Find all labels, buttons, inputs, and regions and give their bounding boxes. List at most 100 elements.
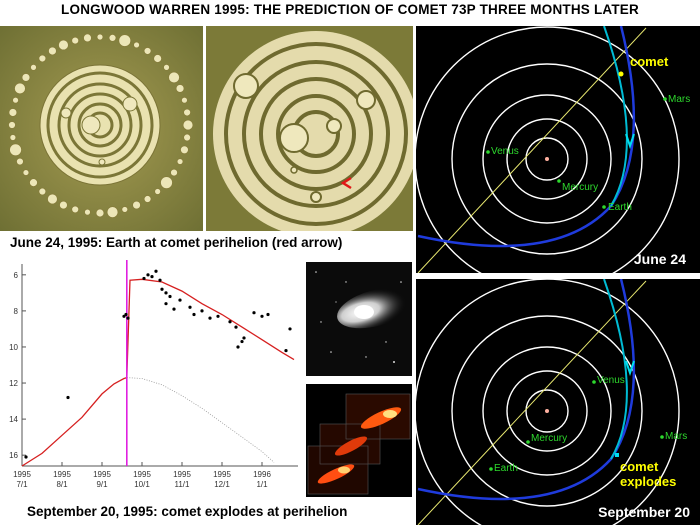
crop-ring-circle [16, 157, 24, 166]
data-point [228, 320, 232, 324]
data-point [284, 348, 288, 353]
data-point [164, 291, 168, 295]
x-tick-date: 8/1 [56, 480, 68, 489]
data-point [164, 302, 168, 306]
y-tick-label: 10 [9, 343, 18, 352]
data-point [178, 298, 182, 302]
planet-label-earth: Earth [494, 463, 518, 474]
data-point [154, 269, 158, 273]
predicted-curve [126, 377, 275, 463]
crop-ring-circle [121, 206, 129, 213]
comet-label: comet [630, 54, 669, 69]
crop-ring-circle [160, 176, 173, 190]
crop-ring-circle [118, 34, 132, 47]
crop-ring-circle [96, 33, 104, 41]
data-point [200, 309, 204, 313]
data-point [188, 305, 192, 309]
crop-ring-circle [176, 158, 184, 165]
x-tick-year: 1995 [173, 470, 191, 479]
crop-ring-circle [132, 200, 141, 210]
y-tick-label: 16 [9, 451, 18, 460]
caption-september: September 20, 1995: comet explodes at pe… [27, 504, 348, 519]
data-point [150, 275, 154, 279]
data-point [168, 294, 172, 299]
y-tick-label: 14 [9, 415, 18, 424]
x-tick-year: 1995 [13, 470, 31, 479]
crop-ring-circle [71, 205, 80, 214]
caption-june: June 24, 1995: Earth at comet perihelion… [10, 235, 343, 250]
x-tick-date: 1/1 [256, 480, 268, 489]
planet-label-mercury: Mercury [531, 433, 567, 444]
pre-outburst-curve [21, 376, 127, 467]
y-tick-label: 8 [14, 307, 19, 316]
planet-label-earth: Earth [608, 202, 632, 213]
planet-label-mercury: Mercury [562, 182, 598, 193]
crop-ring-circle [14, 82, 26, 95]
crop-ring-circle [30, 63, 37, 71]
crop-ring-circle [153, 54, 163, 63]
x-tick-year: 1995 [93, 470, 111, 479]
x-tick-year: 1996 [253, 470, 271, 479]
x-tick-year: 1995 [133, 470, 151, 479]
crop-ring-circle [8, 108, 18, 117]
data-point [24, 455, 28, 459]
panel-date-label: June 24 [634, 251, 686, 267]
data-point [160, 287, 164, 291]
red-arrow-icon [340, 176, 352, 190]
crop-ring-circle [12, 96, 19, 104]
planet-label-venus: Venus [597, 375, 625, 386]
data-point [126, 316, 130, 320]
crop-ring-circle [133, 41, 140, 49]
planet-label-mars: Mars [665, 431, 687, 442]
crop-ring-circle [108, 33, 117, 42]
data-point [66, 395, 70, 400]
crop-ring-circle [8, 121, 16, 129]
comet-explodes-label: explodes [620, 474, 676, 489]
x-tick-year: 1995 [213, 470, 231, 479]
crop-ring-circle [9, 143, 22, 157]
data-point [158, 278, 162, 282]
crop-ring-circle [180, 145, 189, 155]
crop-ring-circle [182, 119, 194, 131]
data-point [142, 276, 146, 281]
crop-ring-circle [22, 169, 30, 176]
crop-ring-circle [59, 200, 68, 210]
crop-ring-circle [181, 96, 188, 104]
data-point [208, 316, 212, 320]
planet-label-mars: Mars [668, 94, 690, 105]
post-outburst-curve [126, 278, 295, 378]
crop-ring-circle [95, 208, 105, 218]
planet-label-venus: Venus [491, 146, 519, 157]
y-tick-label: 12 [9, 379, 18, 388]
orbit-panel-june: Venus Mercury Earth Mars comet June 24 [416, 26, 700, 273]
crop-ring-circle [84, 208, 91, 216]
crop-ring-circle [58, 39, 69, 51]
crop-ring-circle [168, 71, 180, 84]
comet-label: comet [620, 459, 659, 474]
data-point [266, 312, 270, 317]
crop-ring-circle [48, 46, 57, 56]
data-point [288, 327, 292, 331]
comet-fragments-photo [306, 384, 412, 497]
data-point [124, 312, 128, 317]
data-point [236, 345, 240, 349]
data-point [252, 311, 256, 315]
panel-date-label: September 20 [598, 504, 690, 520]
orbit-panel-september: Venus Mercury Earth Mars comet explodes … [416, 279, 700, 525]
data-point [172, 307, 176, 311]
y-tick-label: 6 [14, 271, 19, 280]
crop-ring-circle [143, 47, 152, 55]
light-curve-chart: 6 8 10 12 14 16 1995 7/1 1995 8/1 1995 9/1 1995 10/1 1… [0, 258, 303, 495]
data-point [192, 312, 196, 317]
data-point [240, 339, 244, 344]
crop-ring-circle [83, 33, 92, 43]
crop-ring-circle [183, 108, 192, 117]
page-title: LONGWOOD WARREN 1995: THE PREDICTION OF … [61, 2, 639, 17]
data-point [242, 336, 246, 340]
crop-ring-circle [38, 54, 47, 63]
x-tick-date: 12/1 [214, 480, 230, 489]
x-tick-year: 1995 [53, 470, 71, 479]
data-point [260, 314, 264, 318]
crop-ring-circle [9, 134, 17, 141]
crop-ring-circle [47, 193, 58, 205]
